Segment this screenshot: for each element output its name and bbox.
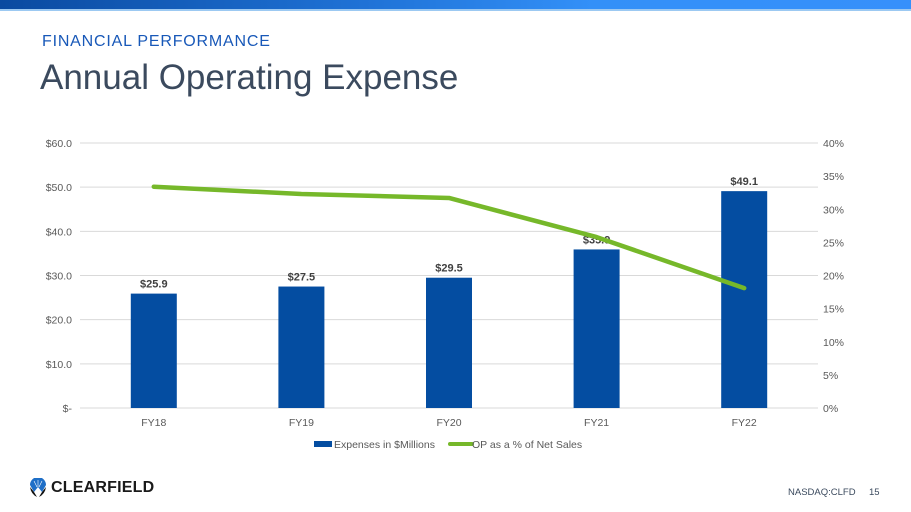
footer-ticker: NASDAQ:CLFD xyxy=(788,487,856,498)
left-axis-tick-label: $- xyxy=(63,403,73,415)
right-axis-tick-label: 40% xyxy=(823,138,844,150)
line-series xyxy=(151,184,747,291)
bar-data-label: $27.5 xyxy=(288,272,316,284)
x-axis-tick-label: FY20 xyxy=(436,417,461,429)
legend-swatch-bar xyxy=(314,441,332,447)
legend-label-line: OP as a % of Net Sales xyxy=(472,439,582,451)
right-axis-tick-label: 10% xyxy=(823,337,844,349)
right-axis-tick-label: 15% xyxy=(823,304,844,316)
right-axis-tick-label: 0% xyxy=(823,403,838,415)
page-number: 15 xyxy=(869,487,880,498)
left-axis-tick-label: $30.0 xyxy=(46,271,72,283)
right-axis-tick-label: 35% xyxy=(823,171,844,183)
logo-text: CLEARFIELD xyxy=(51,479,155,496)
left-axis-tick-label: $20.0 xyxy=(46,315,72,327)
left-axis-tick-label: $60.0 xyxy=(46,138,72,150)
x-axis-ticks: FY18 FY19 FY20 FY21 FY22 xyxy=(141,417,757,429)
company-logo: CLEARFIELD xyxy=(28,477,154,499)
bar-fy18 xyxy=(130,293,177,408)
bar-data-label: $49.1 xyxy=(730,176,758,188)
left-axis-tick-label: $50.0 xyxy=(46,182,72,194)
top-banner-bar xyxy=(0,0,911,9)
right-axis-tick-label: 5% xyxy=(823,370,838,382)
bar-data-label: $29.5 xyxy=(435,263,463,275)
legend-label-bar: Expenses in $Millions xyxy=(334,439,435,451)
chart-legend: Expenses in $Millions OP as a % of Net S… xyxy=(314,439,582,451)
section-kicker: FINANCIAL PERFORMANCE xyxy=(42,33,271,50)
bar-data-labels: $25.9$27.5$29.5$35.9$49.1 xyxy=(140,176,758,290)
top-banner-accent-line xyxy=(0,9,911,11)
right-axis-tick-label: 30% xyxy=(823,204,844,216)
operating-expense-chart: $- $10.0 $20.0 $30.0 $40.0 $50.0 $60.0 0% 5% 10%… xyxy=(46,138,844,451)
bar-fy20 xyxy=(426,277,472,408)
bar-fy19 xyxy=(278,286,325,408)
left-axis-tick-label: $10.0 xyxy=(46,359,72,371)
left-axis-tick-label: $40.0 xyxy=(46,226,72,238)
x-axis-tick-label: FY19 xyxy=(289,417,314,429)
right-axis-tick-label: 25% xyxy=(823,237,844,249)
right-axis-tick-label: 20% xyxy=(823,271,844,283)
bar-series xyxy=(130,191,768,408)
left-axis-ticks: $- $10.0 $20.0 $30.0 $40.0 $50.0 $60.0 xyxy=(46,138,73,415)
page-title: Annual Operating Expense xyxy=(40,58,459,97)
x-axis-tick-label: FY21 xyxy=(584,417,609,429)
gridlines xyxy=(80,142,818,409)
bar-fy21 xyxy=(573,249,620,408)
x-axis-tick-label: FY22 xyxy=(732,417,757,429)
x-axis-tick-label: FY18 xyxy=(141,417,166,429)
right-axis-ticks: 0% 5% 10% 15% 20% 25% 30% 35% 40% xyxy=(823,138,844,415)
bar-fy22 xyxy=(721,191,768,408)
bar-data-label: $25.9 xyxy=(140,279,168,291)
clearfield-globe-icon xyxy=(30,478,46,497)
